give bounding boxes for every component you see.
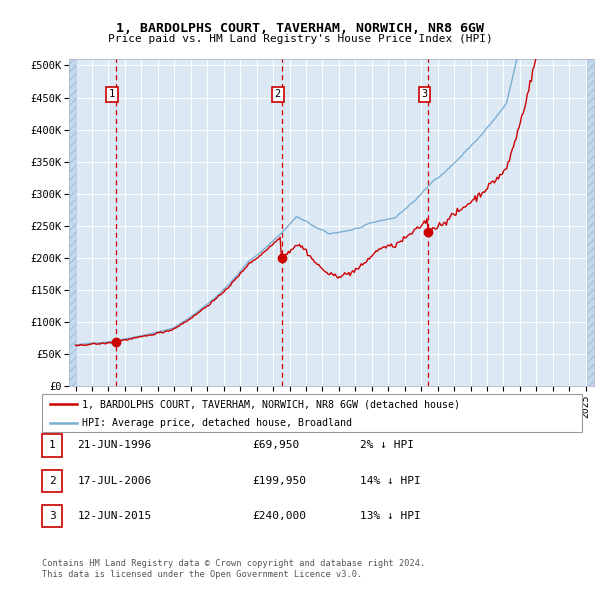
FancyBboxPatch shape: [42, 434, 62, 457]
Text: 13% ↓ HPI: 13% ↓ HPI: [360, 512, 421, 521]
Text: 2: 2: [49, 476, 56, 486]
Text: 21-JUN-1996: 21-JUN-1996: [77, 441, 152, 450]
Text: 3: 3: [49, 512, 56, 521]
Text: Price paid vs. HM Land Registry's House Price Index (HPI): Price paid vs. HM Land Registry's House …: [107, 34, 493, 44]
Text: 2% ↓ HPI: 2% ↓ HPI: [360, 441, 414, 450]
Text: 3: 3: [421, 89, 427, 99]
Text: This data is licensed under the Open Government Licence v3.0.: This data is licensed under the Open Gov…: [42, 570, 362, 579]
Text: 17-JUL-2006: 17-JUL-2006: [77, 476, 152, 486]
FancyBboxPatch shape: [42, 394, 582, 432]
Text: 2: 2: [275, 89, 281, 99]
Text: 1, BARDOLPHS COURT, TAVERHAM, NORWICH, NR8 6GW (detached house): 1, BARDOLPHS COURT, TAVERHAM, NORWICH, N…: [83, 399, 461, 409]
FancyBboxPatch shape: [42, 470, 62, 492]
Text: 1, BARDOLPHS COURT, TAVERHAM, NORWICH, NR8 6GW: 1, BARDOLPHS COURT, TAVERHAM, NORWICH, N…: [116, 22, 484, 35]
Text: Contains HM Land Registry data © Crown copyright and database right 2024.: Contains HM Land Registry data © Crown c…: [42, 559, 425, 568]
Text: 14% ↓ HPI: 14% ↓ HPI: [360, 476, 421, 486]
Text: 12-JUN-2015: 12-JUN-2015: [77, 512, 152, 521]
Bar: [69, 59, 76, 386]
FancyBboxPatch shape: [42, 505, 62, 527]
Text: 1: 1: [49, 441, 56, 450]
Text: £199,950: £199,950: [252, 476, 306, 486]
Text: £240,000: £240,000: [252, 512, 306, 521]
Bar: [587, 59, 594, 386]
Text: 1: 1: [109, 89, 115, 99]
Text: £69,950: £69,950: [252, 441, 299, 450]
Text: HPI: Average price, detached house, Broadland: HPI: Average price, detached house, Broa…: [83, 418, 353, 428]
